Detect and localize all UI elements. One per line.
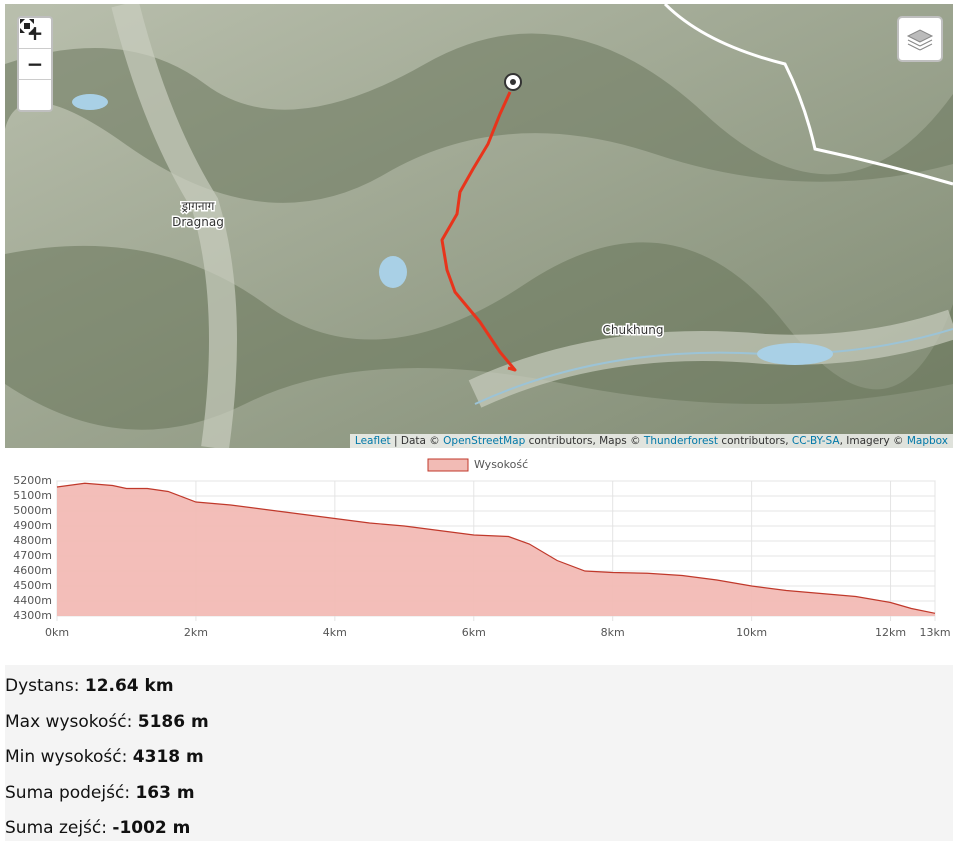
layers-control[interactable] <box>897 16 943 62</box>
zoom-in[interactable]: + <box>19 18 51 49</box>
start-marker-dot <box>510 79 516 85</box>
stat-label: Min wysokość: <box>5 747 128 767</box>
attribution-text: contributors, <box>718 435 792 447</box>
x-tick-label: 12km <box>875 626 906 639</box>
map-tiles: ड्रागनाग Dragnag Chukhung <box>5 4 953 448</box>
y-tick-label: 5000m <box>13 504 52 517</box>
y-tick-label: 4900m <box>13 519 52 532</box>
x-tick-label: 10km <box>736 626 767 639</box>
ridge <box>5 242 953 430</box>
stat: Min wysokość: 4318 m <box>5 736 953 772</box>
route <box>440 91 517 372</box>
area-fill <box>57 483 935 616</box>
place-label: ड्रागनाग <box>181 199 215 213</box>
y-tick-label: 4800m <box>13 534 52 547</box>
stat-label: Suma zejść: <box>5 818 107 838</box>
attribution-link[interactable]: CC-BY-SA <box>791 435 840 447</box>
stat-label: Max wysokość: <box>5 711 133 732</box>
river <box>474 328 953 405</box>
road <box>663 4 953 186</box>
legend-swatch <box>427 458 469 472</box>
x-tick-label: 4km <box>323 626 347 639</box>
layers-icon <box>906 29 934 51</box>
stat: Suma podejść: 163 m <box>5 772 953 808</box>
x-tick-label: 2km <box>184 626 208 639</box>
stat-label: Suma podejść: <box>5 782 131 803</box>
valley <box>468 309 953 408</box>
y-tick-label: 4700m <box>13 549 52 562</box>
lake <box>757 343 833 365</box>
y-tick-label: 5100m <box>13 489 52 502</box>
stat-value: -1002 m <box>112 818 191 838</box>
x-tick-label: 6km <box>462 626 486 639</box>
stat-value: 5186 m <box>137 711 209 732</box>
stat-value: 12.64 km <box>84 676 174 696</box>
stat-label: Dystans: <box>5 676 80 696</box>
stat: Suma zejść: -1002 m <box>5 807 953 843</box>
attribution-text: contributors, Maps © <box>525 435 644 447</box>
lake <box>379 256 407 288</box>
zoom-out[interactable]: − <box>19 49 51 80</box>
place-label: Chukhung <box>603 323 664 337</box>
fullscreen[interactable] <box>19 19 51 110</box>
y-tick-label: 4500m <box>13 579 52 592</box>
attribution-text: , Imagery © <box>839 435 907 447</box>
valley <box>111 4 237 448</box>
x-tick-label: 0km <box>45 626 69 639</box>
fullscreen-icon <box>20 19 34 33</box>
stats: Dystans: 12.64 km Max wysokość: 5186 m M… <box>5 665 953 841</box>
x-tick-label: 13km <box>919 626 950 639</box>
attribution-link[interactable]: Mapbox <box>906 435 948 447</box>
stat-value: 4318 m <box>132 747 204 767</box>
zoom-control: + − <box>17 16 53 112</box>
y-tick-label: 4300m <box>13 609 52 622</box>
attribution-link[interactable]: Thunderforest <box>643 435 718 447</box>
map[interactable]: ड्रागनाग Dragnag Chukhung + − Leaflet | … <box>5 4 953 448</box>
stat: Max wysokość: 5186 m <box>5 701 953 737</box>
stat: Dystans: 12.64 km <box>5 665 953 701</box>
lake <box>72 94 108 110</box>
stat-value: 163 m <box>135 782 195 803</box>
attribution-text: | Data © <box>390 435 444 447</box>
area-line <box>56 482 936 614</box>
ridge <box>5 33 953 203</box>
attribution-link[interactable]: Leaflet <box>354 435 391 447</box>
attribution: Leaflet | Data © OpenStreetMap contribut… <box>349 434 953 448</box>
y-tick-label: 5200m <box>13 474 52 487</box>
x-tick-label: 8km <box>601 626 625 639</box>
legend-label: Wysokość <box>474 458 528 471</box>
place-label: Dragnag <box>172 215 224 229</box>
attribution-link[interactable]: OpenStreetMap <box>443 435 526 447</box>
elevation-chart: 4300m 4400m 4500m 4600m 4700m 4800m 4900m 5000m… <box>13 458 950 639</box>
y-tick-label: 4400m <box>13 594 52 607</box>
y-tick-label: 4600m <box>13 564 52 577</box>
